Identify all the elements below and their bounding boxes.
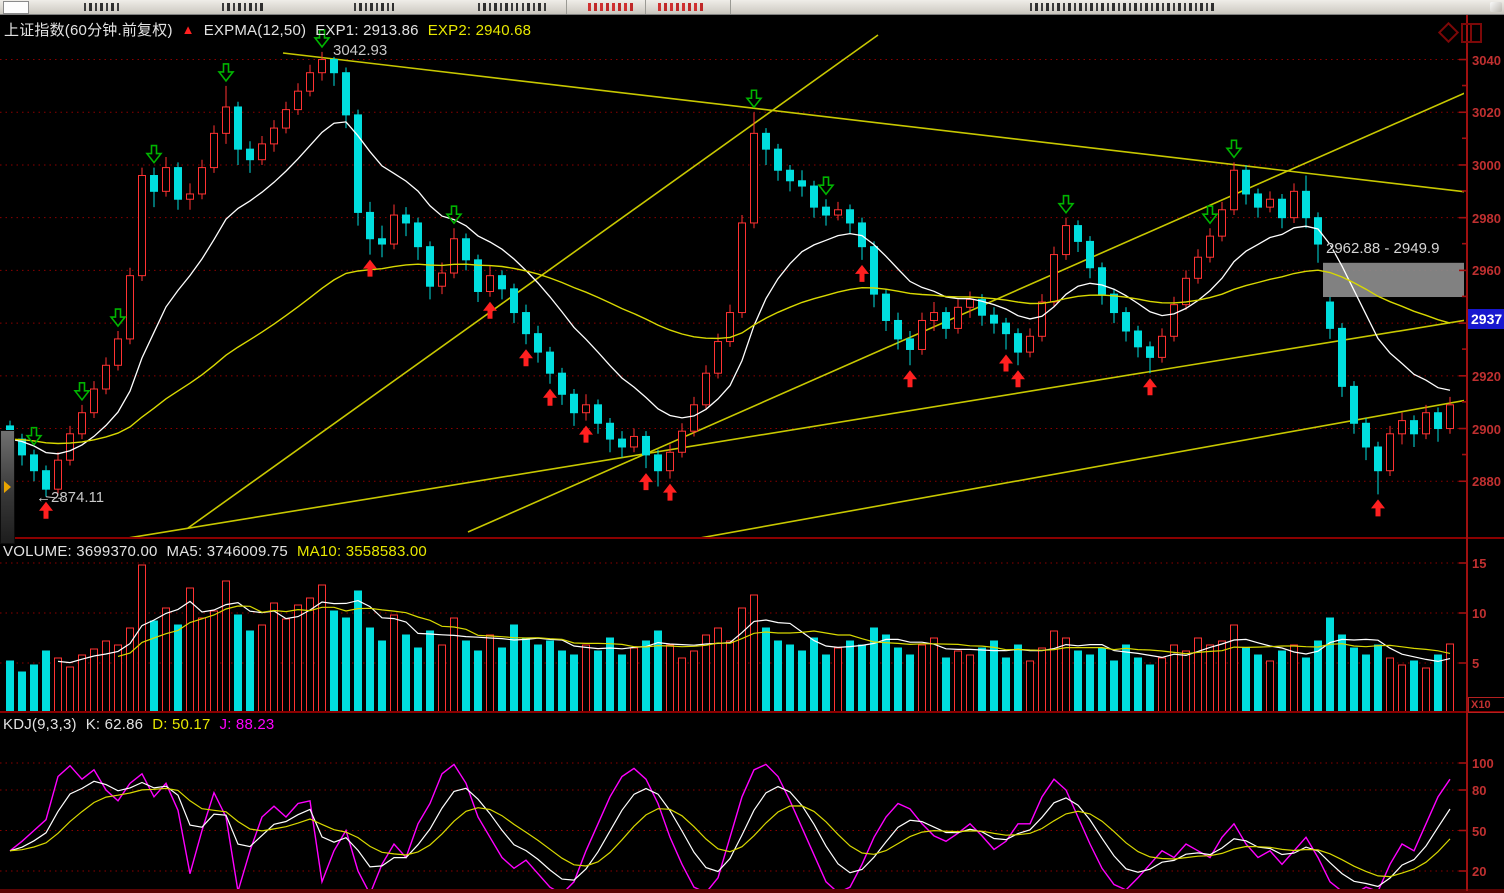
volume-bars — [6, 564, 1454, 712]
axis-tick-label: 3020 — [1472, 105, 1501, 121]
sell-signal-arrows — [25, 29, 1243, 446]
kdj-name: KDJ(9,3,3) — [3, 716, 77, 733]
toolbar-separator — [730, 0, 731, 14]
low-price-label: ←2874.11 — [36, 489, 105, 506]
volume-ma5-line — [57, 599, 1451, 664]
symbol-title: 上证指数(60分钟.前复权) — [4, 22, 173, 39]
main-chart-header: 上证指数(60分钟.前复权) ▲ EXPMA(12,50) EXP1: 2913… — [4, 19, 531, 40]
toolbar-separator — [566, 0, 567, 14]
menu-item-icon[interactable] — [84, 3, 122, 11]
hot-link-button[interactable] — [658, 3, 704, 11]
buy-signal-icon: ▲ — [181, 22, 195, 37]
kdj-panel — [0, 762, 1464, 889]
exp1-value: EXP1: 2913.86 — [315, 22, 419, 39]
stock-code-box[interactable] — [3, 1, 29, 14]
axis-tick-label: 2900 — [1472, 421, 1501, 437]
volume-ma5-value: MA5: 3746009.75 — [166, 543, 288, 560]
main-gridlines — [0, 59, 1464, 482]
axis-tick-label: 2980 — [1472, 210, 1501, 226]
gap-range-label: 2962.88 - 2949.9 — [1326, 240, 1440, 257]
menu-bar[interactable] — [0, 0, 1504, 15]
kdj-j-value: J: 88.23 — [219, 716, 275, 733]
axis-tick-label: 20 — [1472, 864, 1487, 879]
volume-value: VOLUME: 3699370.00 — [3, 543, 158, 560]
volume-header: VOLUME: 3699370.00 MA5: 3746009.75 MA10:… — [3, 543, 427, 560]
axis-tick-label: 100 — [1472, 756, 1494, 771]
kdj-d-line — [9, 787, 1451, 878]
menu-item-icon[interactable] — [354, 3, 394, 11]
axis-tick-label: 3040 — [1472, 52, 1501, 68]
gap-zone-box — [1323, 262, 1464, 298]
expand-arrow-icon — [4, 481, 11, 493]
main-price-panel — [0, 29, 1464, 537]
expma-slow-line — [9, 263, 1451, 445]
indicator-name: EXPMA(12,50) — [203, 22, 307, 39]
axis-tick-label: 2880 — [1472, 474, 1501, 490]
sidebar-expand-handle[interactable] — [0, 430, 15, 544]
kdj-d-value: D: 50.17 — [152, 716, 211, 733]
buy-signal-arrows — [39, 259, 1385, 519]
exp2-value: EXP2: 2940.68 — [427, 22, 532, 39]
hot-link-button[interactable] — [588, 3, 634, 11]
volume-ma10-value: MA10: 3558583.00 — [296, 543, 427, 560]
axis-tick-label: 3000 — [1472, 157, 1501, 173]
volume-scale-label: X10 — [1468, 697, 1504, 713]
axis-tick-label: 2920 — [1472, 368, 1501, 384]
kdj-j-line — [9, 763, 1451, 889]
volume-ma10-line — [117, 605, 1451, 657]
toolbar-separator — [645, 0, 646, 14]
candlesticks — [6, 51, 1454, 497]
axis-tick-label: 5 — [1472, 656, 1480, 671]
menu-item-icon[interactable] — [522, 3, 548, 11]
panel-frame — [0, 14, 1504, 893]
axis-tick-label: 10 — [1472, 606, 1487, 621]
peak-price-label: 3042.93 — [333, 42, 388, 59]
menu-item-icon[interactable] — [222, 3, 264, 11]
low-pointer — [45, 496, 65, 500]
kdj-k-value: K: 62.86 — [85, 716, 144, 733]
kdj-k-line — [9, 780, 1451, 888]
trendlines — [129, 34, 1464, 537]
axis-tick-label: 15 — [1472, 556, 1487, 571]
menu-item-icon[interactable] — [478, 3, 518, 11]
axis-tick-label: 80 — [1472, 783, 1487, 798]
orderbook-tool-icon[interactable] — [1461, 23, 1482, 43]
volume-panel — [0, 562, 1464, 712]
kdj-header: KDJ(9,3,3) K: 62.86 D: 50.17 J: 88.23 — [3, 716, 274, 733]
last-price-tag: 2937 — [1468, 309, 1504, 329]
menu-item-icon[interactable] — [1030, 3, 1216, 11]
window-control-icon[interactable] — [1490, 2, 1502, 12]
axis-tick-label: 50 — [1472, 823, 1487, 839]
axis-tick-label: 2960 — [1472, 263, 1501, 279]
expma-fast-line — [9, 121, 1451, 455]
